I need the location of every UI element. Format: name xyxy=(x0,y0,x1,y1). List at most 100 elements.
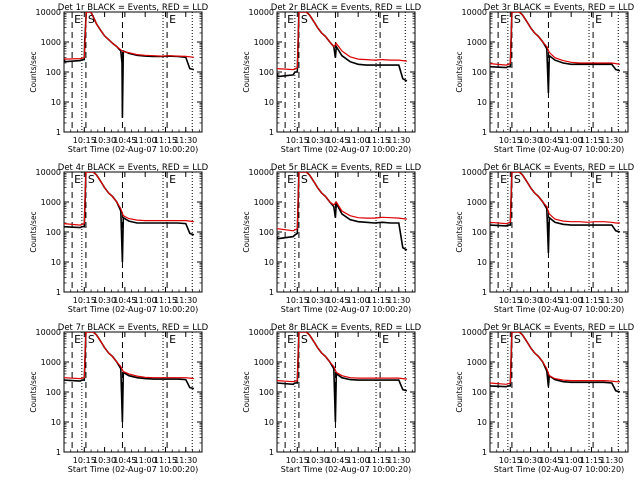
y-tick-label: 1000 xyxy=(467,198,487,207)
x-tick-label: 11:15 xyxy=(367,296,390,305)
x-tick-label: 10:30 xyxy=(519,136,542,145)
y-tick-label: 10 xyxy=(477,258,487,267)
event-marker-letter: E xyxy=(169,13,176,26)
series-events-line xyxy=(64,332,195,423)
y-tick-label: 1000 xyxy=(254,198,274,207)
y-tick-label: 1000 xyxy=(467,358,487,367)
y-tick-label: 10000 xyxy=(36,8,61,17)
x-tick-label: 10:45 xyxy=(539,296,562,305)
x-tick-label: 11:30 xyxy=(600,296,623,305)
x-tick-label: 11:30 xyxy=(174,136,197,145)
x-tick-label: 10:30 xyxy=(93,136,116,145)
event-marker-letter: E xyxy=(287,13,294,26)
event-marker-letter: S xyxy=(514,173,521,186)
event-marker-letter: E xyxy=(169,333,176,346)
y-tick-label: 10 xyxy=(264,258,274,267)
x-axis-label: Start Time (02-Aug-07 10:00:20) xyxy=(281,145,412,154)
panel-title: Det 5r BLACK = Events, RED = LLD xyxy=(271,163,422,173)
event-marker-letter: E xyxy=(500,173,507,186)
panel-det-5: 1 10 100 1000 10000 10:1510:3010:4511:0011:15… xyxy=(242,163,422,314)
y-tick-label: 10 xyxy=(264,98,274,107)
x-tick-label: 11:00 xyxy=(134,296,157,305)
x-tick-label: 11:00 xyxy=(134,136,157,145)
x-tick-label: 10:30 xyxy=(306,456,329,465)
event-marker-letter: E xyxy=(382,13,389,26)
event-marker-letter: S xyxy=(301,173,308,186)
y-axis-label: Counts/sec xyxy=(29,211,38,252)
x-tick-label: 11:30 xyxy=(174,296,197,305)
x-axis-label: Start Time (02-Aug-07 10:00:20) xyxy=(68,305,199,314)
x-tick-label: 10:30 xyxy=(93,296,116,305)
event-marker-letter: E xyxy=(74,173,81,186)
panel-title: Det 1r BLACK = Events, RED = LLD xyxy=(58,3,209,13)
y-tick-label: 1 xyxy=(269,448,274,457)
y-tick-label: 10 xyxy=(51,418,61,427)
series-lld-line xyxy=(490,172,620,225)
x-tick-label: 10:15 xyxy=(73,456,96,465)
series-events-line xyxy=(64,12,195,118)
x-tick-label: 11:00 xyxy=(560,296,583,305)
y-tick-label: 100 xyxy=(46,228,61,237)
y-tick-label: 1 xyxy=(56,128,61,137)
y-tick-label: 1000 xyxy=(467,38,487,47)
y-tick-label: 1000 xyxy=(254,358,274,367)
y-tick-label: 100 xyxy=(472,68,487,77)
event-marker-letter: S xyxy=(88,13,95,26)
panel-title: Det 8r BLACK = Events, RED = LLD xyxy=(271,323,422,333)
x-tick-label: 11:15 xyxy=(154,456,177,465)
y-tick-label: 100 xyxy=(259,228,274,237)
x-axis-label: Start Time (02-Aug-07 10:00:20) xyxy=(281,305,412,314)
x-tick-label: 11:15 xyxy=(580,456,603,465)
x-tick-label: 10:30 xyxy=(306,296,329,305)
x-tick-label: 10:15 xyxy=(499,136,522,145)
x-tick-label: 10:45 xyxy=(326,456,349,465)
event-marker-letter: E xyxy=(74,13,81,26)
y-tick-label: 10000 xyxy=(36,328,61,337)
x-tick-label: 10:30 xyxy=(306,136,329,145)
event-marker-letter: E xyxy=(382,173,389,186)
y-axis-label: Counts/sec xyxy=(29,51,38,92)
panel-det-8: 1 10 100 1000 10000 10:1510:3010:4511:0011:15… xyxy=(242,323,422,474)
y-axis-label: Counts/sec xyxy=(29,371,38,412)
y-tick-label: 10000 xyxy=(249,168,274,177)
series-lld-line xyxy=(490,12,621,66)
x-tick-label: 10:30 xyxy=(519,296,542,305)
y-tick-label: 100 xyxy=(46,68,61,77)
y-tick-label: 10000 xyxy=(462,168,487,177)
x-tick-label: 10:30 xyxy=(519,456,542,465)
series-events-line xyxy=(277,332,408,423)
event-marker-letter: E xyxy=(500,13,507,26)
y-tick-label: 1 xyxy=(269,288,274,297)
series-lld-line xyxy=(277,172,407,232)
y-tick-label: 10000 xyxy=(462,328,487,337)
y-tick-label: 1000 xyxy=(41,38,61,47)
panel-title: Det 6r BLACK = Events, RED = LLD xyxy=(484,163,635,173)
x-tick-label: 10:15 xyxy=(499,296,522,305)
event-marker-letter: E xyxy=(595,173,602,186)
x-tick-label: 11:00 xyxy=(560,456,583,465)
series-lld-line xyxy=(64,12,194,60)
panel-det-2: 1 10 100 1000 10000 10:1510:3010:4511:0011:15… xyxy=(242,3,422,154)
y-tick-label: 100 xyxy=(472,228,487,237)
x-axis-label: Start Time (02-Aug-07 10:00:20) xyxy=(281,465,412,474)
panel-title: Det 7r BLACK = Events, RED = LLD xyxy=(58,323,209,333)
panel-title: Det 2r BLACK = Events, RED = LLD xyxy=(271,3,422,13)
y-tick-label: 10000 xyxy=(36,168,61,177)
y-tick-label: 1 xyxy=(482,128,487,137)
panel-det-6: 1 10 100 1000 10000 10:1510:3010:4511:0011:15… xyxy=(455,163,635,314)
y-tick-label: 1 xyxy=(269,128,274,137)
x-tick-label: 10:45 xyxy=(113,296,136,305)
event-marker-letter: E xyxy=(74,333,81,346)
x-tick-label: 11:15 xyxy=(154,296,177,305)
x-tick-label: 10:45 xyxy=(539,456,562,465)
series-events-line xyxy=(490,12,621,94)
y-tick-label: 10 xyxy=(51,98,61,107)
x-axis-label: Start Time (02-Aug-07 10:00:20) xyxy=(68,465,199,474)
panel-title: Det 4r BLACK = Events, RED = LLD xyxy=(58,163,209,173)
x-tick-label: 10:45 xyxy=(113,136,136,145)
panel-det-9: 1 10 100 1000 10000 10:1510:3010:4511:0011:15… xyxy=(455,323,635,474)
y-tick-label: 1000 xyxy=(41,358,61,367)
x-tick-label: 10:45 xyxy=(539,136,562,145)
event-marker-letter: S xyxy=(301,13,308,26)
panel-det-4: 1 10 100 1000 10000 10:1510:3010:4511:0011:15… xyxy=(29,163,209,314)
